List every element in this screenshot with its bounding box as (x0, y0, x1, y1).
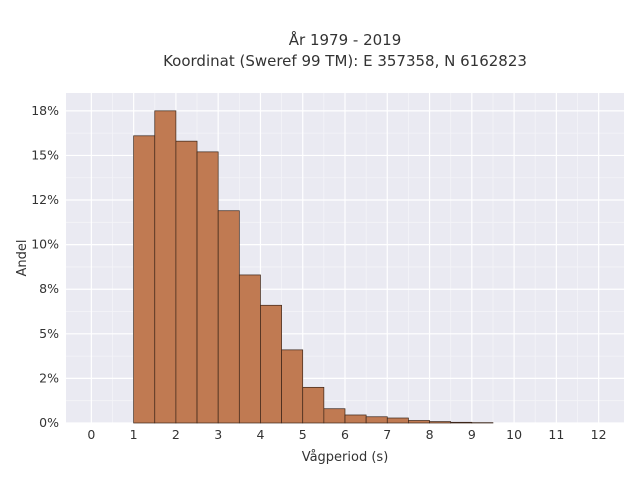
histogram-bar (154, 110, 177, 424)
x-tick-label: 10 (506, 427, 522, 442)
histogram-bar (302, 386, 325, 424)
x-tick-label: 7 (383, 427, 391, 442)
x-tick-label: 6 (341, 427, 349, 442)
x-tick-label: 0 (87, 427, 95, 442)
x-tick-label: 3 (214, 427, 222, 442)
histogram-bar (133, 135, 156, 424)
y-tick-label: 5% (39, 326, 59, 341)
y-tick-label: 18% (31, 103, 59, 118)
y-axis-label: Andel (15, 240, 30, 277)
histogram-bar (450, 421, 473, 424)
histogram-bar (429, 421, 452, 424)
x-tick-label: 9 (468, 427, 476, 442)
histogram-bar (344, 414, 367, 424)
x-tick-label: 5 (299, 427, 307, 442)
histogram-bar (260, 304, 282, 424)
histogram-bar (238, 274, 261, 424)
histogram-bar (408, 420, 430, 424)
histogram-bar (365, 416, 388, 424)
y-tick-label: 2% (39, 370, 59, 385)
y-tick-label: 0% (39, 415, 59, 430)
histogram-bar (217, 210, 240, 424)
bars-group (133, 110, 494, 424)
x-tick-label: 8 (426, 427, 434, 442)
y-tick-label: 12% (31, 192, 59, 207)
x-tick-label: 12 (591, 427, 607, 442)
y-tick-label: 10% (31, 237, 59, 252)
x-tick-label: 1 (130, 427, 138, 442)
y-tick-label: 15% (31, 147, 59, 162)
x-tick-labels: 0 1 2 3 4 5 6 7 8 9 10 11 12 (87, 427, 606, 442)
histogram-bar (175, 140, 198, 424)
histogram-bar (196, 151, 219, 424)
x-axis-label: Vågperiod (s) (302, 450, 389, 465)
chart-title-line2: Koordinat (Sweref 99 TM): E 357358, N 61… (163, 52, 527, 70)
chart-title-line1: År 1979 - 2019 (289, 30, 402, 49)
x-tick-label: 11 (548, 427, 564, 442)
histogram-bar (386, 417, 409, 424)
y-tick-labels: 0% 2% 5% 8% 10% 12% 15% 18% (31, 103, 59, 430)
histogram-bar (323, 408, 346, 424)
x-tick-label: 2 (172, 427, 180, 442)
x-tick-label: 4 (256, 427, 264, 442)
histogram-bar (281, 349, 304, 424)
y-tick-label: 8% (39, 281, 59, 296)
